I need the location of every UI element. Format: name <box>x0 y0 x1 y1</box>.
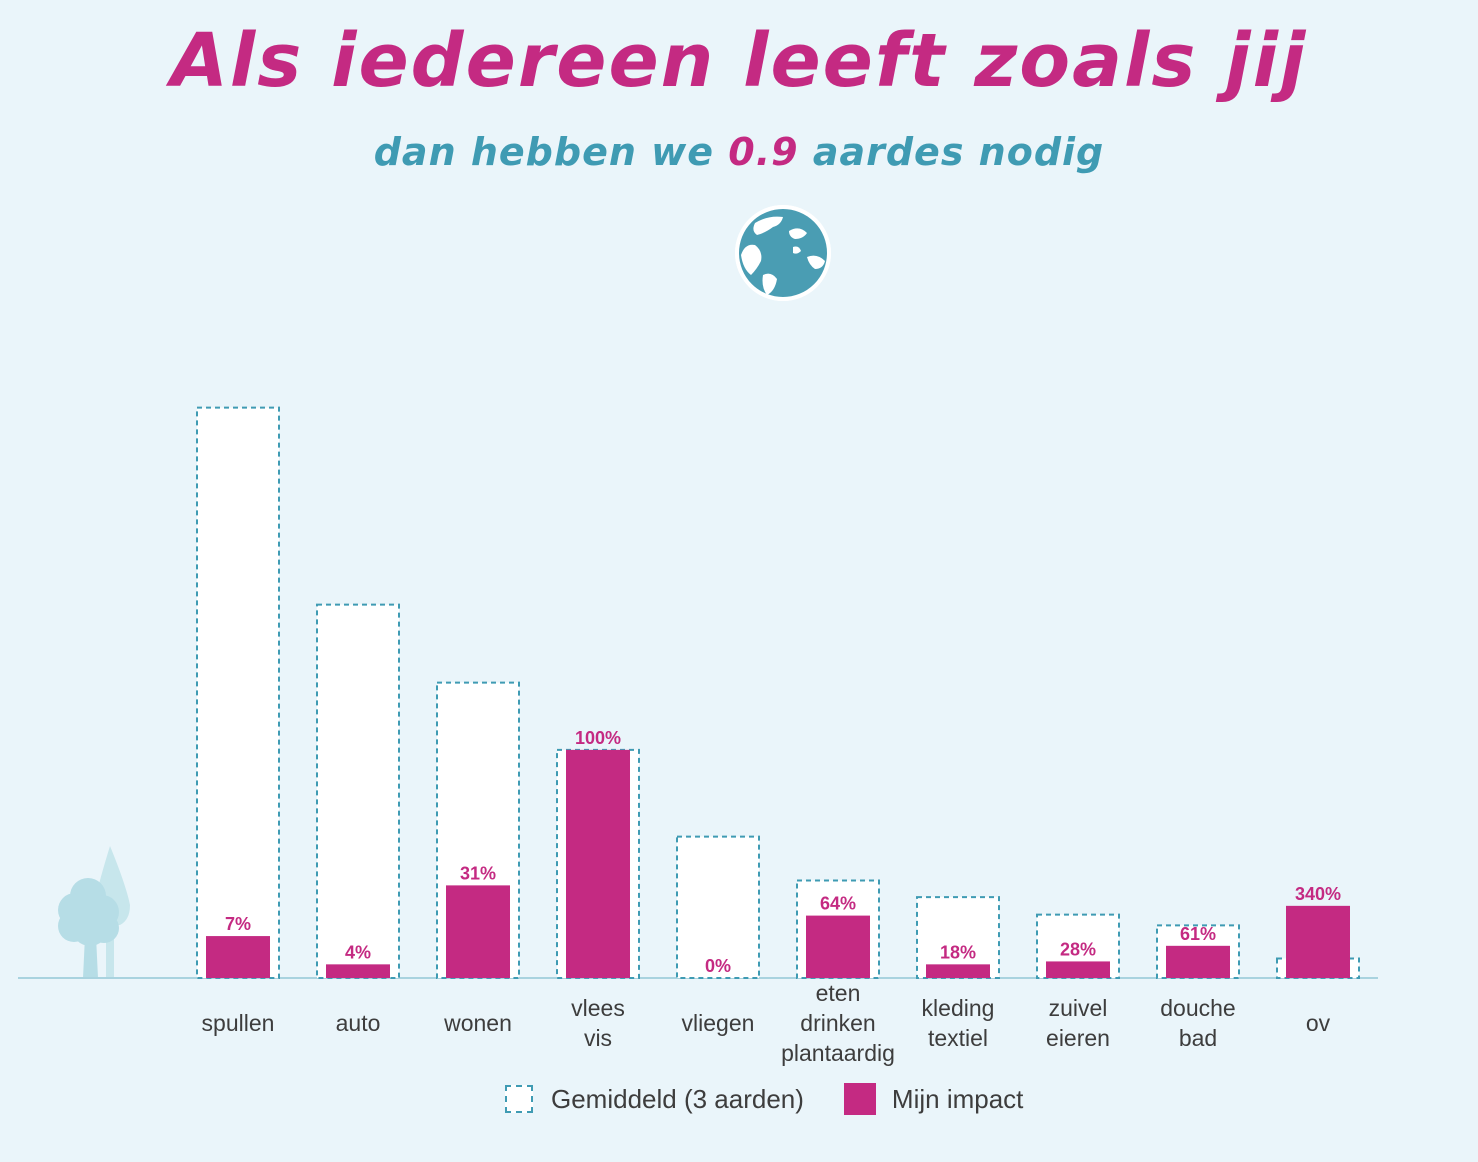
legend-item-average: Gemiddeld (3 aarden) <box>505 1084 804 1115</box>
category-label: ov <box>1306 1010 1331 1036</box>
impact-bar <box>206 936 270 978</box>
data-label: 7% <box>225 914 251 934</box>
impact-bar <box>806 915 870 978</box>
data-label: 61% <box>1180 924 1216 944</box>
average-bar <box>196 406 280 979</box>
data-label: 28% <box>1060 939 1096 959</box>
category-label: textiel <box>928 1025 988 1051</box>
data-label: 0% <box>705 956 731 976</box>
category-label: drinken <box>800 1010 875 1036</box>
average-bar <box>316 603 400 979</box>
category-label: zuivel <box>1049 995 1108 1021</box>
globe-icon <box>735 205 831 301</box>
category-label: spullen <box>202 1010 275 1036</box>
legend-label-mine: Mijn impact <box>891 1083 1024 1114</box>
page-title: Als iedereen leeft zoals jij <box>170 18 1308 104</box>
impact-bar <box>1046 961 1110 978</box>
category-label: vlees <box>571 995 625 1021</box>
category-label: bad <box>1179 1025 1217 1051</box>
page-subtitle: dan hebben we 0.9 aardes nodig <box>0 130 1478 174</box>
legend-swatch-average <box>505 1085 533 1113</box>
data-label: 4% <box>345 942 371 962</box>
trees-icon <box>58 846 130 978</box>
impact-bar <box>446 885 510 978</box>
category-label: vliegen <box>682 1010 755 1036</box>
category-label: kleding <box>922 995 995 1021</box>
legend-swatch-mine <box>843 1083 876 1115</box>
data-label: 64% <box>820 894 856 914</box>
data-label: 340% <box>1295 884 1341 904</box>
impact-bar <box>1286 905 1350 978</box>
category-label: eieren <box>1046 1025 1110 1051</box>
impact-bar <box>566 749 630 978</box>
data-label: 100% <box>575 728 621 748</box>
average-bar <box>676 835 760 979</box>
subtitle-prefix: dan hebben we <box>373 130 715 174</box>
category-label: auto <box>336 1010 381 1036</box>
category-label: plantaardig <box>781 1040 895 1066</box>
category-label: douche <box>1160 995 1235 1021</box>
impact-bar <box>926 964 990 978</box>
data-label: 31% <box>460 863 496 883</box>
legend-label-average: Gemiddeld (3 aarden) <box>551 1083 804 1114</box>
subtitle-suffix: aardes nodig <box>812 130 1105 174</box>
earths-needed-value: 0.9 <box>728 130 799 174</box>
category-label: vis <box>584 1025 612 1051</box>
impact-bar <box>1166 945 1230 978</box>
legend-item-mine: Mijn impact <box>843 1083 1024 1115</box>
category-label: eten <box>816 980 861 1006</box>
data-label: 18% <box>940 942 976 962</box>
category-label: wonen <box>443 1010 512 1036</box>
legend: Gemiddeld (3 aarden) Mijn impact <box>505 1083 1063 1115</box>
impact-bar <box>326 964 390 978</box>
